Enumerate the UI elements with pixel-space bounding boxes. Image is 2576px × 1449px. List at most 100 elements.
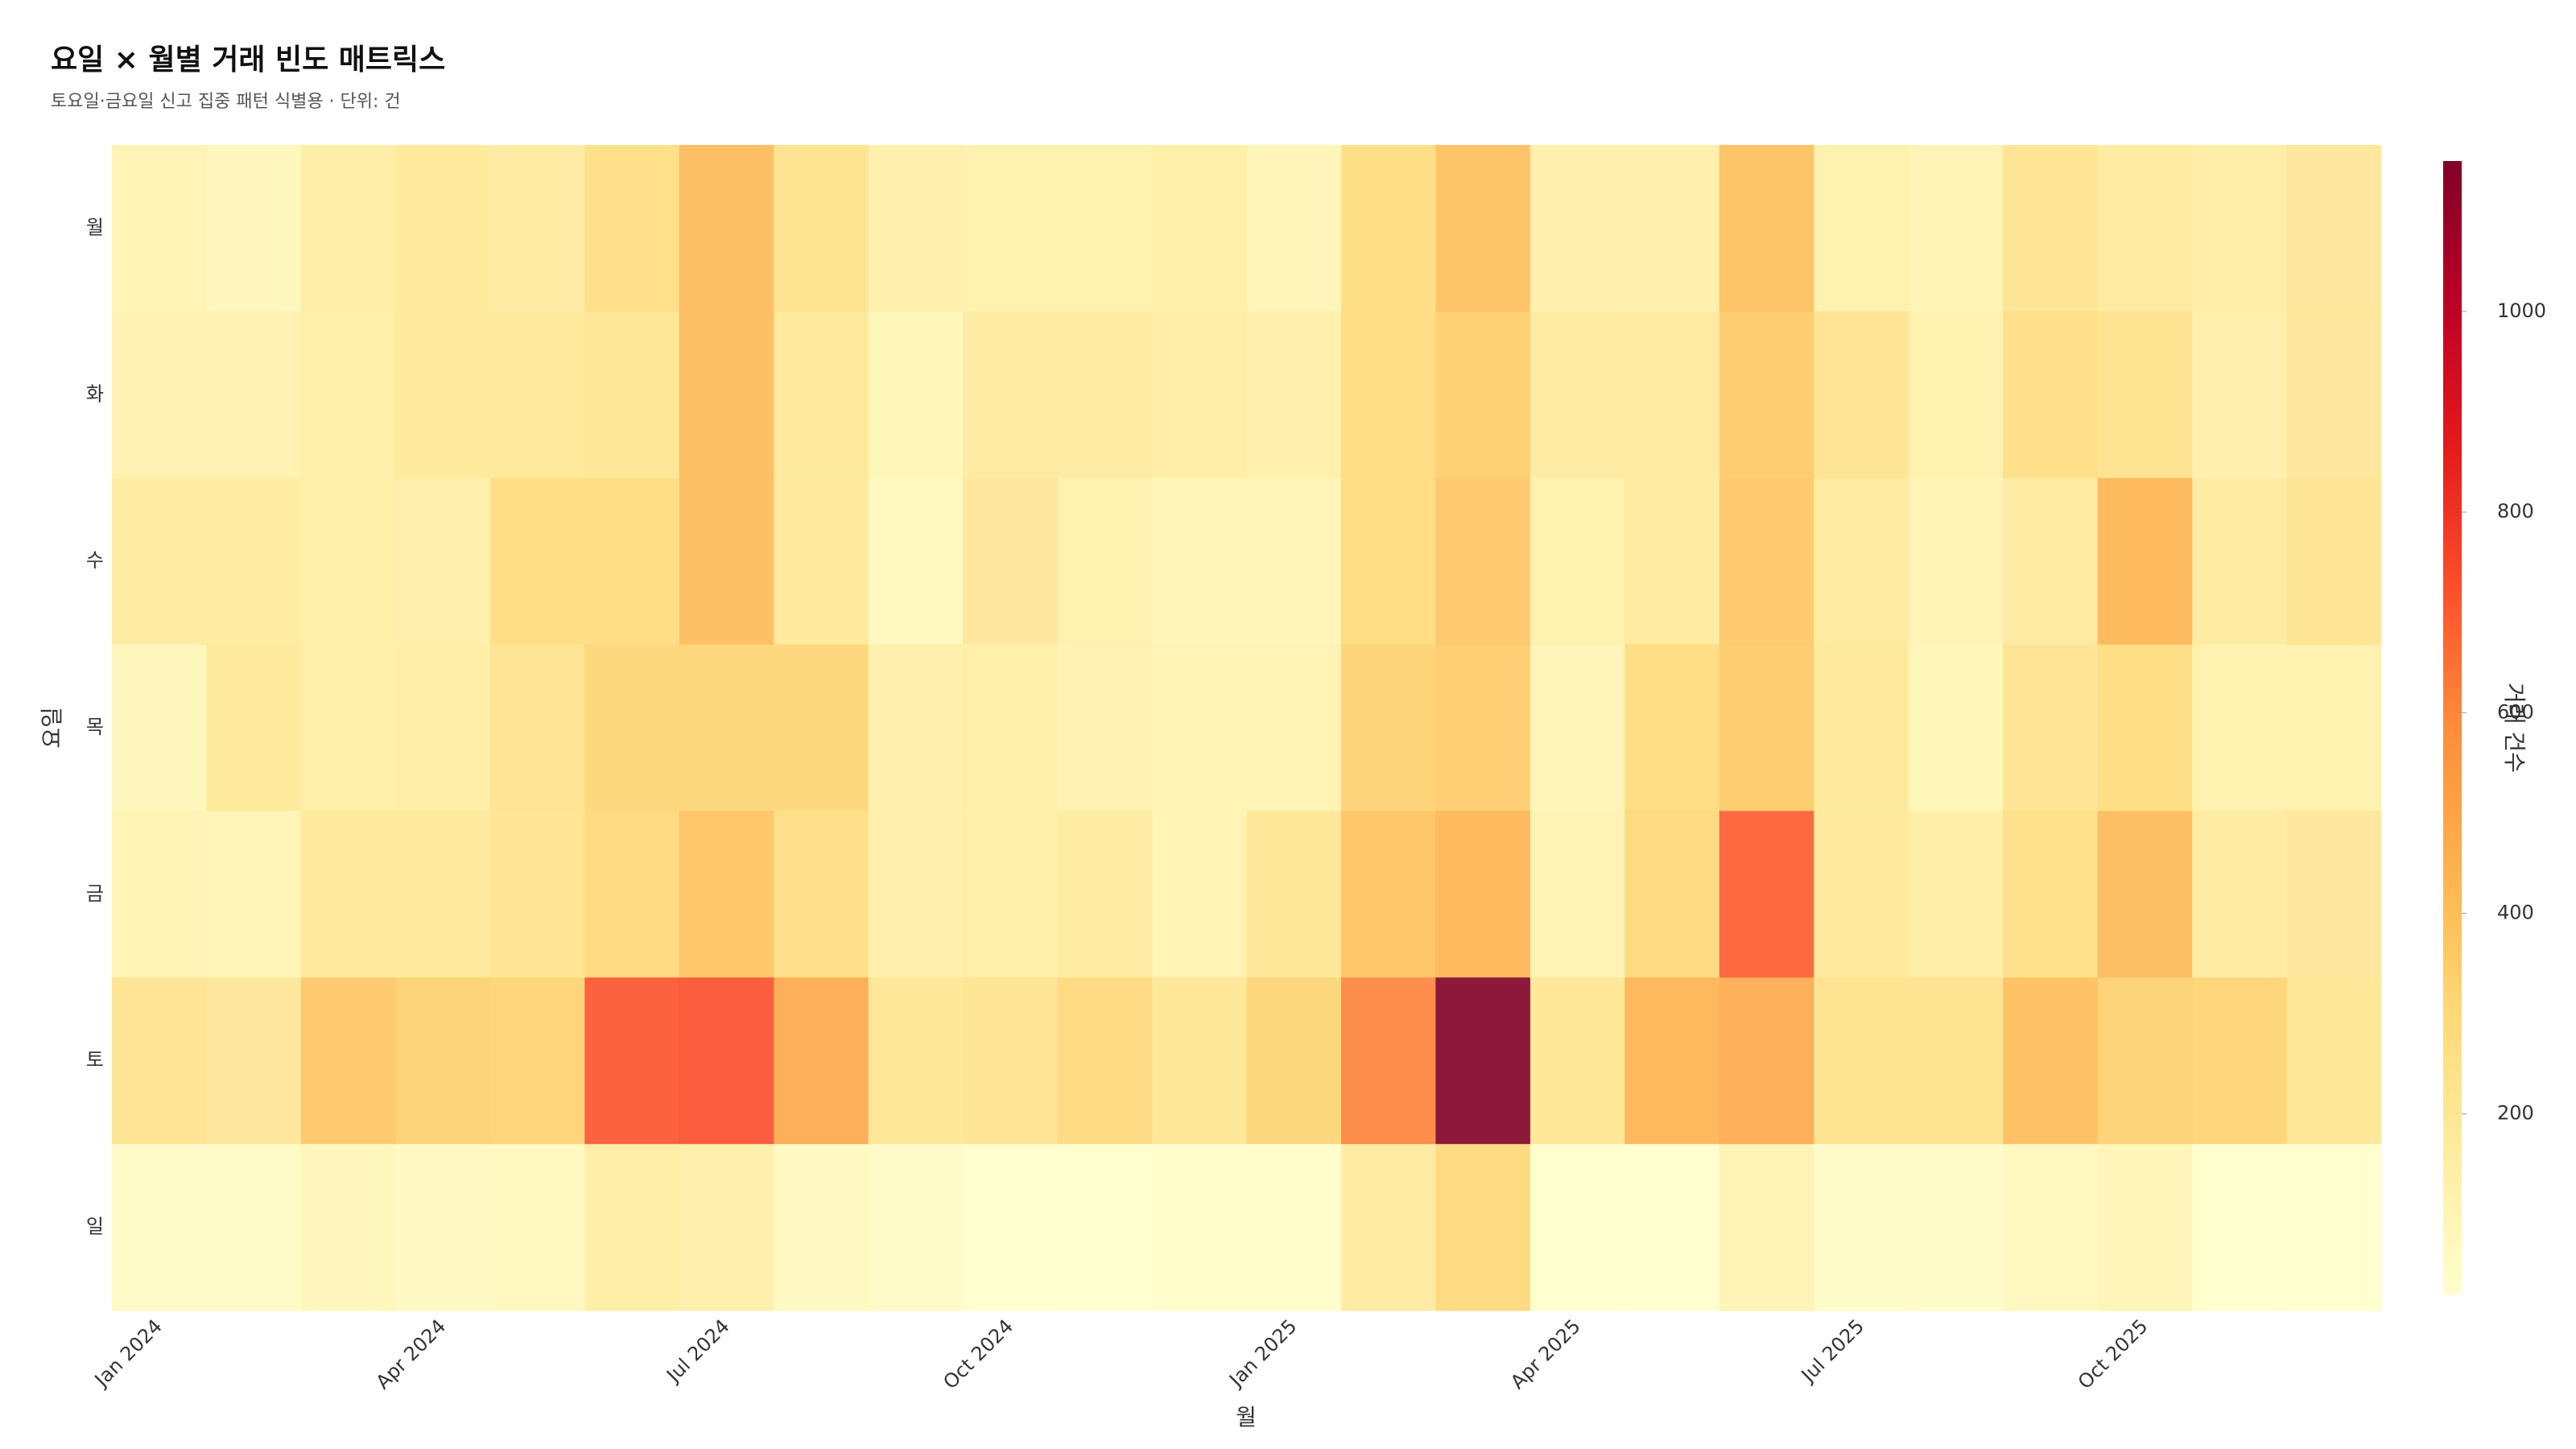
heatmap-cell bbox=[1624, 644, 1720, 811]
heatmap-cell bbox=[206, 644, 302, 811]
heatmap-cell bbox=[1530, 477, 1625, 646]
heatmap-cell bbox=[1435, 811, 1531, 978]
y-tick-label: 토 bbox=[86, 1049, 104, 1071]
heatmap-cell bbox=[1908, 311, 2004, 479]
heatmap-cell bbox=[963, 311, 1059, 479]
heatmap-cell bbox=[2286, 644, 2382, 811]
heatmap-cell bbox=[1530, 977, 1625, 1145]
heatmap-cell bbox=[679, 644, 774, 811]
heatmap-cell bbox=[2286, 1144, 2382, 1311]
heatmap-cell bbox=[963, 145, 1059, 312]
heatmap-cell bbox=[112, 977, 207, 1145]
heatmap-cell bbox=[2097, 811, 2193, 978]
heatmap-cell bbox=[1814, 311, 1909, 479]
heatmap-cell bbox=[1340, 311, 1436, 479]
heatmap-cell bbox=[679, 477, 774, 646]
colorbar-tick-label: 800 bbox=[2497, 500, 2534, 522]
heatmap-cell bbox=[2192, 145, 2288, 312]
heatmap-cell bbox=[1340, 145, 1436, 312]
heatmap-cell bbox=[774, 644, 869, 811]
heatmap-cell bbox=[2097, 477, 2193, 646]
x-tick-label: Jul 2025 bbox=[1796, 1315, 1868, 1387]
y-tick-label: 금 bbox=[86, 882, 104, 905]
heatmap-cell bbox=[2097, 644, 2193, 811]
colorbar-tick-label: 1000 bbox=[2497, 299, 2546, 322]
x-tick-label: Apr 2025 bbox=[1506, 1315, 1585, 1393]
heatmap-cell bbox=[1057, 811, 1153, 978]
heatmap-cell bbox=[206, 811, 302, 978]
heatmap-cell bbox=[1530, 145, 1625, 312]
heatmap-cell bbox=[963, 811, 1059, 978]
heatmap-cell bbox=[489, 644, 585, 811]
heatmap-cell bbox=[1624, 477, 1720, 646]
heatmap-cell bbox=[584, 145, 680, 312]
heatmap-cell bbox=[1246, 811, 1342, 978]
x-axis-title: 월 bbox=[1236, 1404, 1257, 1430]
heatmap-cell bbox=[1340, 644, 1436, 811]
heatmap-cell bbox=[1719, 811, 1814, 978]
heatmap-cell bbox=[584, 311, 680, 479]
heatmap-cell bbox=[2097, 1144, 2193, 1311]
heatmap-cell bbox=[774, 145, 869, 312]
heatmap-cell bbox=[2003, 977, 2099, 1145]
heatmap-cell bbox=[584, 811, 680, 978]
heatmap-cell bbox=[1057, 477, 1153, 646]
heatmap-cell bbox=[2003, 644, 2099, 811]
heatmap-cell bbox=[1624, 311, 1720, 479]
heatmap-cell bbox=[868, 811, 964, 978]
heatmap-cell bbox=[2192, 477, 2288, 646]
heatmap-cell bbox=[112, 477, 207, 646]
heatmap-cell bbox=[2003, 1144, 2099, 1311]
heatmap-cell bbox=[1624, 145, 1720, 312]
heatmap-cell bbox=[1908, 811, 2004, 978]
y-tick-label: 화 bbox=[86, 382, 104, 405]
y-tick-label: 월 bbox=[86, 216, 104, 238]
heatmap-cell bbox=[963, 644, 1059, 811]
heatmap-cell bbox=[2192, 1144, 2288, 1311]
heatmap-cell bbox=[1340, 477, 1436, 646]
colorbar-tick-label: 400 bbox=[2497, 902, 2534, 924]
heatmap-cell bbox=[868, 977, 964, 1145]
heatmap-cell bbox=[2286, 311, 2382, 479]
heatmap-cell bbox=[2286, 145, 2382, 312]
heatmap-cell bbox=[679, 1144, 774, 1311]
heatmap-cell bbox=[395, 811, 491, 978]
heatmap-cell bbox=[112, 811, 207, 978]
heatmap-cell bbox=[395, 644, 491, 811]
heatmap-cell bbox=[1624, 811, 1720, 978]
heatmap-cell bbox=[774, 1144, 869, 1311]
heatmap-cell bbox=[774, 977, 869, 1145]
heatmap-cell bbox=[112, 644, 207, 811]
heatmap-cell bbox=[1246, 644, 1342, 811]
heatmap-cell bbox=[1719, 477, 1814, 646]
heatmap-cell bbox=[2003, 477, 2099, 646]
heatmap-cell bbox=[2097, 977, 2193, 1145]
heatmap-cell bbox=[1152, 477, 1247, 646]
heatmap-cell bbox=[1152, 145, 1247, 312]
y-tick-label: 목 bbox=[86, 716, 104, 738]
heatmap-cell bbox=[1340, 1144, 1436, 1311]
heatmap-cell bbox=[2003, 811, 2099, 978]
heatmap-cell bbox=[1057, 145, 1153, 312]
heatmap-cell bbox=[1435, 477, 1531, 646]
heatmap-cell bbox=[300, 477, 396, 646]
heatmap-cell bbox=[2286, 977, 2382, 1145]
heatmap-cell bbox=[679, 145, 774, 312]
chart-subtitle: 토요일·금요일 신고 집중 패턴 식별용 · 단위: 건 bbox=[51, 92, 401, 112]
colorbar bbox=[2443, 161, 2462, 1294]
heatmap-cell bbox=[1624, 977, 1720, 1145]
heatmap-cell bbox=[1152, 977, 1247, 1145]
heatmap-cell bbox=[206, 1144, 302, 1311]
heatmap-cell bbox=[300, 311, 396, 479]
heatmap-cell bbox=[868, 644, 964, 811]
heatmap-cell bbox=[1152, 311, 1247, 479]
heatmap-cell bbox=[1719, 311, 1814, 479]
colorbar-tick-label: 600 bbox=[2497, 700, 2534, 723]
heatmap-cell bbox=[1057, 644, 1153, 811]
heatmap-cell bbox=[395, 977, 491, 1145]
heatmap-cell bbox=[2192, 311, 2288, 479]
heatmap-cell bbox=[584, 977, 680, 1145]
heatmap-cell bbox=[584, 644, 680, 811]
heatmap-cell bbox=[2192, 977, 2288, 1145]
